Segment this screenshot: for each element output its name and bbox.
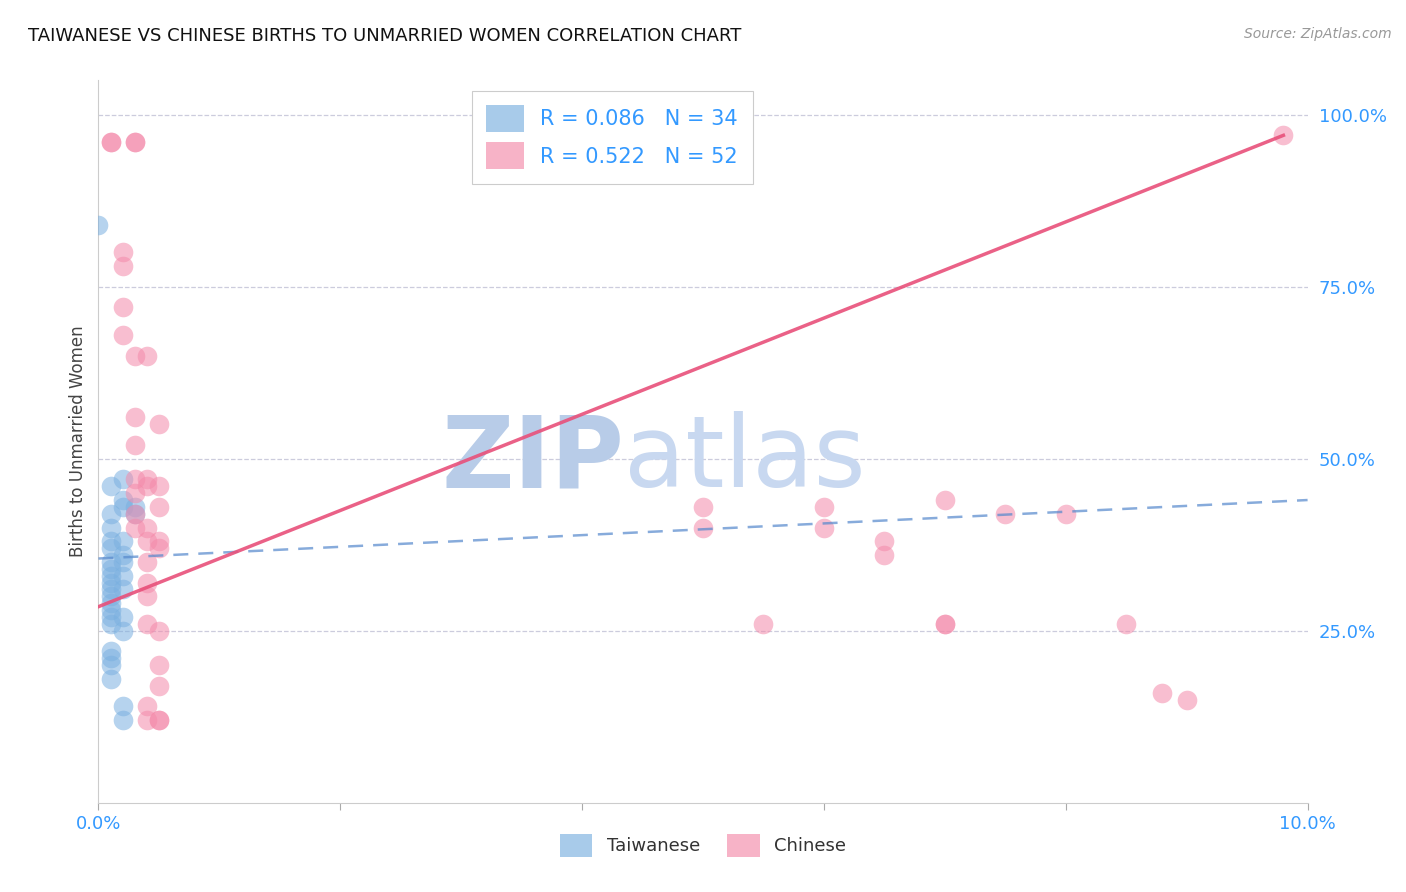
Point: [124, 135, 146, 149]
Point: [100, 534, 122, 549]
Point: [100, 596, 122, 610]
Point: [148, 479, 170, 493]
Point: [100, 135, 122, 149]
Text: TAIWANESE VS CHINESE BIRTHS TO UNMARRIED WOMEN CORRELATION CHART: TAIWANESE VS CHINESE BIRTHS TO UNMARRIED…: [28, 27, 741, 45]
Point: [111, 472, 134, 486]
Point: [148, 534, 170, 549]
Point: [124, 507, 146, 521]
Point: [111, 327, 134, 342]
Text: ZIP: ZIP: [441, 411, 624, 508]
Point: [124, 500, 146, 514]
Point: [111, 493, 134, 508]
Point: [111, 301, 134, 315]
Point: [135, 616, 157, 631]
Point: [111, 582, 134, 597]
Point: [100, 135, 122, 149]
Point: [100, 658, 122, 673]
Y-axis label: Births to Unmarried Women: Births to Unmarried Women: [69, 326, 87, 558]
Point: [111, 534, 134, 549]
Point: [148, 417, 170, 432]
Point: [100, 479, 122, 493]
Point: [135, 520, 157, 534]
Point: [100, 610, 122, 624]
Point: [148, 679, 170, 693]
Point: [873, 548, 896, 562]
Point: [124, 472, 146, 486]
Text: atlas: atlas: [624, 411, 866, 508]
Point: [148, 713, 170, 727]
Point: [148, 713, 170, 727]
Point: [100, 541, 122, 556]
Point: [100, 582, 122, 597]
Point: [111, 610, 134, 624]
Point: [124, 410, 146, 425]
Point: [100, 575, 122, 590]
Point: [1152, 686, 1174, 700]
Point: [813, 520, 835, 534]
Point: [100, 520, 122, 534]
Point: [1115, 616, 1137, 631]
Point: [111, 624, 134, 638]
Point: [934, 493, 956, 508]
Point: [1272, 128, 1295, 143]
Point: [1175, 692, 1198, 706]
Point: [692, 520, 714, 534]
Point: [148, 541, 170, 556]
Legend: Taiwanese, Chinese: Taiwanese, Chinese: [551, 825, 855, 866]
Point: [87, 218, 110, 232]
Point: [813, 500, 835, 514]
Point: [135, 555, 157, 569]
Point: [135, 472, 157, 486]
Point: [111, 713, 134, 727]
Point: [124, 486, 146, 500]
Point: [148, 624, 170, 638]
Point: [994, 507, 1017, 521]
Text: Source: ZipAtlas.com: Source: ZipAtlas.com: [1244, 27, 1392, 41]
Point: [100, 616, 122, 631]
Point: [111, 500, 134, 514]
Point: [135, 575, 157, 590]
Point: [100, 603, 122, 617]
Point: [124, 507, 146, 521]
Point: [148, 500, 170, 514]
Point: [100, 651, 122, 665]
Point: [135, 479, 157, 493]
Point: [111, 699, 134, 714]
Point: [111, 259, 134, 273]
Point: [100, 644, 122, 658]
Point: [135, 713, 157, 727]
Point: [124, 135, 146, 149]
Point: [752, 616, 775, 631]
Point: [111, 245, 134, 260]
Point: [692, 500, 714, 514]
Point: [124, 520, 146, 534]
Point: [111, 548, 134, 562]
Point: [148, 658, 170, 673]
Point: [1054, 507, 1077, 521]
Point: [135, 590, 157, 604]
Point: [135, 534, 157, 549]
Point: [934, 616, 956, 631]
Point: [100, 562, 122, 576]
Point: [100, 672, 122, 686]
Point: [100, 507, 122, 521]
Point: [100, 590, 122, 604]
Point: [124, 438, 146, 452]
Point: [100, 555, 122, 569]
Point: [934, 616, 956, 631]
Point: [135, 699, 157, 714]
Point: [873, 534, 896, 549]
Point: [111, 568, 134, 582]
Point: [100, 568, 122, 582]
Point: [111, 555, 134, 569]
Point: [124, 349, 146, 363]
Point: [135, 349, 157, 363]
